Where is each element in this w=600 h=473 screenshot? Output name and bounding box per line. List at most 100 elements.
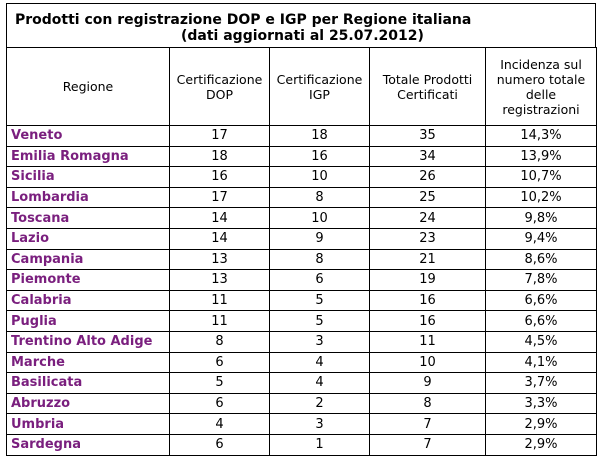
cell-regione: Trentino Alto Adige [6, 330, 170, 353]
cell-totale: 35 [369, 125, 486, 147]
cell-totale: 26 [369, 166, 486, 188]
cell-igp: 5 [269, 310, 370, 332]
cell-regione: Umbria [6, 413, 170, 435]
cell-incidenza: 9,8% [485, 207, 597, 229]
cell-igp: 8 [269, 248, 370, 271]
cell-igp: 18 [269, 125, 370, 147]
table-row: Campania 13 8 21 8,6% [6, 248, 597, 271]
table-row: Sicilia 16 10 26 10,7% [6, 166, 597, 188]
table-row: Veneto 17 18 35 14,3% [6, 125, 597, 147]
cell-igp: 9 [269, 227, 370, 250]
cell-incidenza: 14,3% [485, 125, 597, 147]
table-row: Basilicata 5 4 9 3,7% [6, 372, 597, 394]
cell-totale: 23 [369, 227, 486, 250]
cell-dop: 6 [169, 351, 270, 374]
cell-incidenza: 4,1% [485, 351, 597, 374]
table-row: Toscana 14 10 24 9,8% [6, 207, 597, 229]
cell-incidenza: 7,8% [485, 269, 597, 291]
cell-totale: 7 [369, 433, 486, 456]
header-regione: Regione [6, 47, 170, 126]
cell-incidenza: 8,6% [485, 248, 597, 271]
cell-incidenza: 3,3% [485, 392, 597, 415]
table-row: Lazio 14 9 23 9,4% [6, 227, 597, 250]
cell-dop: 8 [169, 330, 270, 353]
cell-dop: 14 [169, 207, 270, 229]
cell-dop: 14 [169, 227, 270, 250]
header-incidenza: Incidenza sul numero totale delle regist… [485, 47, 597, 126]
table-row: Umbria 4 3 7 2,9% [6, 413, 597, 435]
cell-totale: 16 [369, 289, 486, 312]
cell-regione: Puglia [6, 310, 170, 332]
cell-incidenza: 13,9% [485, 145, 597, 168]
cell-igp: 6 [269, 269, 370, 291]
header-totale: Totale Prodotti Certificati [369, 47, 486, 126]
cell-totale: 25 [369, 186, 486, 209]
cell-incidenza: 10,2% [485, 186, 597, 209]
title-line-1: Prodotti con registrazione DOP e IGP per… [15, 12, 472, 28]
cell-totale: 11 [369, 330, 486, 353]
cell-regione: Campania [6, 248, 170, 271]
cell-regione: Marche [6, 351, 170, 374]
cell-totale: 10 [369, 351, 486, 374]
cell-igp: 3 [269, 330, 370, 353]
cell-dop: 13 [169, 269, 270, 291]
table-row: Abruzzo 6 2 8 3,3% [6, 392, 597, 415]
cell-totale: 7 [369, 413, 486, 435]
cell-regione: Basilicata [6, 372, 170, 394]
cell-totale: 16 [369, 310, 486, 332]
cell-regione: Abruzzo [6, 392, 170, 415]
cell-dop: 11 [169, 289, 270, 312]
cell-incidenza: 4,5% [485, 330, 597, 353]
cell-igp: 10 [269, 207, 370, 229]
cell-igp: 8 [269, 186, 370, 209]
table-row: Calabria 11 5 16 6,6% [6, 289, 597, 312]
header-igp: Certificazione IGP [269, 47, 370, 126]
cell-igp: 4 [269, 372, 370, 394]
cell-totale: 19 [369, 269, 486, 291]
cell-regione: Sicilia [6, 166, 170, 188]
title-line-2: (dati aggiornati al 25.07.2012) [181, 28, 424, 44]
cell-igp: 16 [269, 145, 370, 168]
cell-dop: 16 [169, 166, 270, 188]
cell-dop: 11 [169, 310, 270, 332]
cell-igp: 10 [269, 166, 370, 188]
cell-dop: 6 [169, 392, 270, 415]
cell-regione: Emilia Romagna [6, 145, 170, 168]
cell-incidenza: 10,7% [485, 166, 597, 188]
cell-incidenza: 2,9% [485, 433, 597, 456]
cell-igp: 5 [269, 289, 370, 312]
header-row: Regione Certificazione DOP Certificazion… [6, 47, 597, 126]
cell-totale: 24 [369, 207, 486, 229]
table-row: Sardegna 6 1 7 2,9% [6, 433, 597, 456]
cell-regione: Sardegna [6, 433, 170, 456]
header-dop: Certificazione DOP [169, 47, 270, 126]
cell-incidenza: 6,6% [485, 289, 597, 312]
table-row: Emilia Romagna 18 16 34 13,9% [6, 145, 597, 168]
cell-incidenza: 2,9% [485, 413, 597, 435]
cell-totale: 8 [369, 392, 486, 415]
cell-igp: 2 [269, 392, 370, 415]
table-body: Veneto 17 18 35 14,3% Emilia Romagna 18 16 34 13,… [6, 125, 597, 456]
cell-totale: 34 [369, 145, 486, 168]
cell-regione: Toscana [6, 207, 170, 229]
cell-totale: 9 [369, 372, 486, 394]
cell-incidenza: 6,6% [485, 310, 597, 332]
cell-dop: 18 [169, 145, 270, 168]
cell-igp: 4 [269, 351, 370, 374]
cell-dop: 6 [169, 433, 270, 456]
cell-totale: 21 [369, 248, 486, 271]
cell-igp: 1 [269, 433, 370, 456]
table-row: Piemonte 13 6 19 7,8% [6, 269, 597, 291]
cell-regione: Lazio [6, 227, 170, 250]
cell-dop: 13 [169, 248, 270, 271]
cell-dop: 17 [169, 125, 270, 147]
table-row: Marche 6 4 10 4,1% [6, 351, 597, 374]
cell-dop: 17 [169, 186, 270, 209]
table-row: Puglia 11 5 16 6,6% [6, 310, 597, 332]
table-title: Prodotti con registrazione DOP e IGP per… [6, 3, 596, 47]
cell-igp: 3 [269, 413, 370, 435]
cell-incidenza: 3,7% [485, 372, 597, 394]
cell-regione: Piemonte [6, 269, 170, 291]
cell-regione: Veneto [6, 125, 170, 147]
cell-incidenza: 9,4% [485, 227, 597, 250]
